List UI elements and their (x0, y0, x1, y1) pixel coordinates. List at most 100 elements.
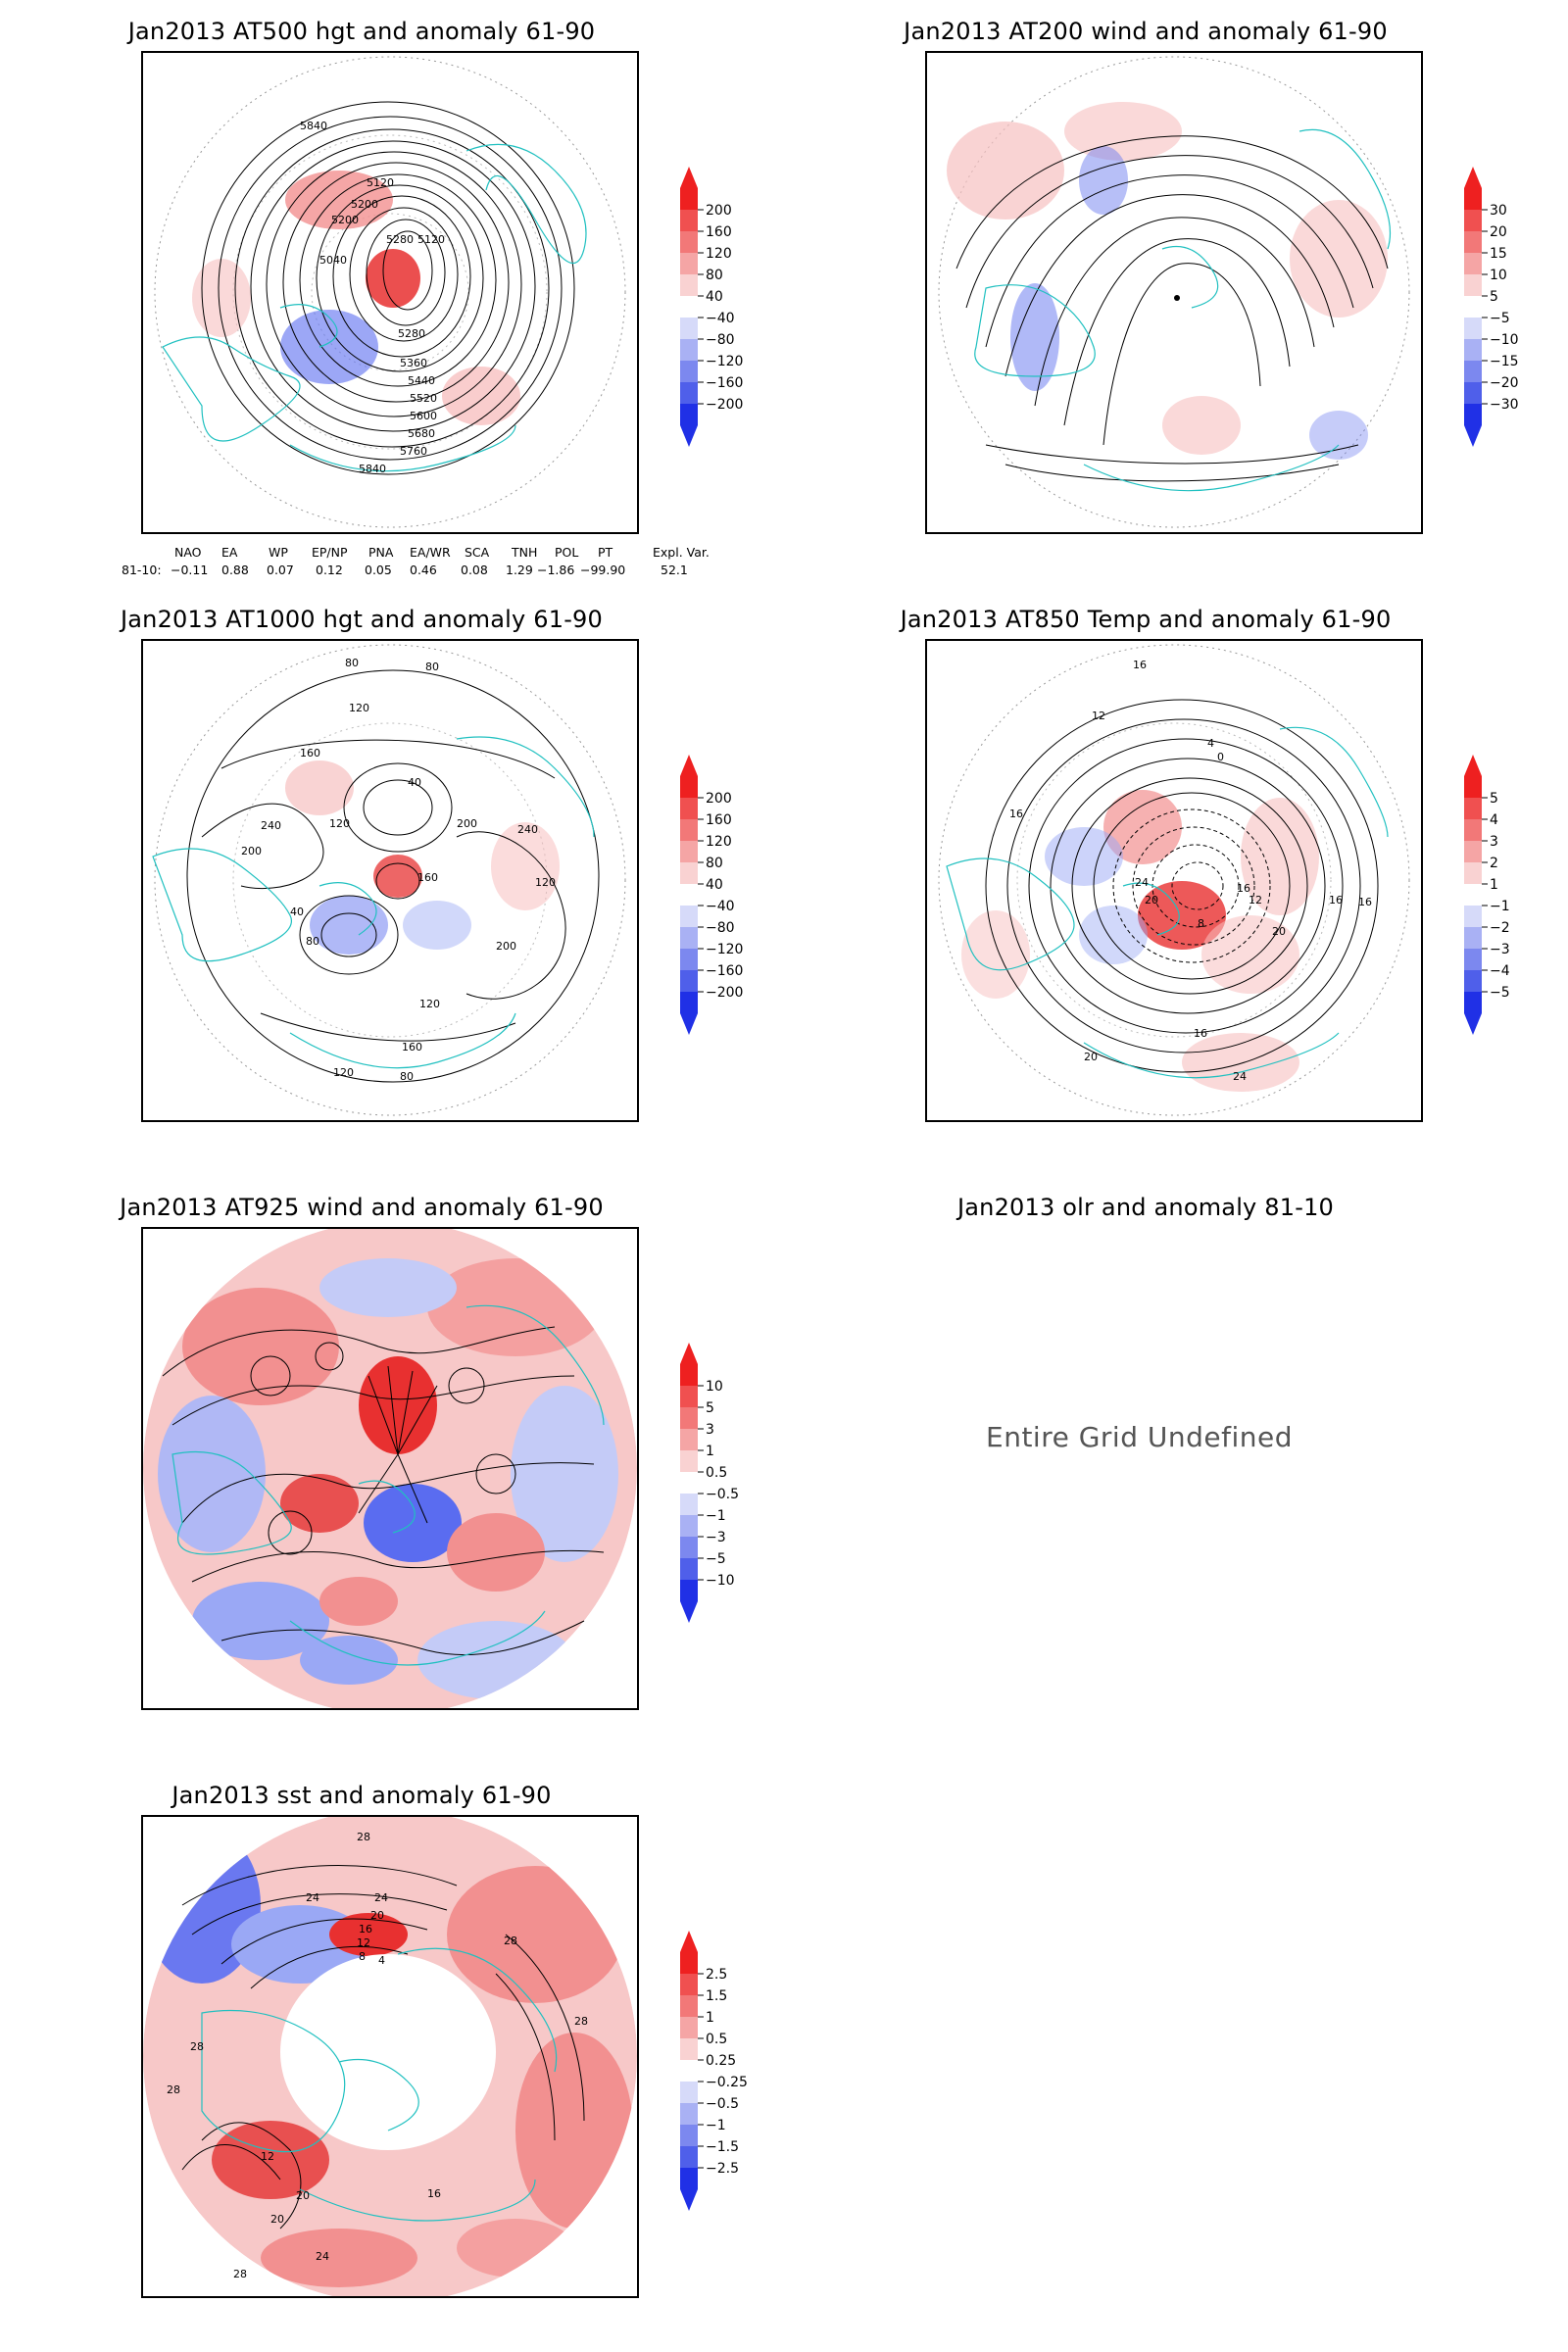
colorbar-at925: 10 5 3 1 0.5 −0.5 −1 −3 −5 −10 (680, 1343, 768, 1627)
colorbar-label: −3 (1490, 942, 1510, 957)
colorbar-arrow-bottom (1464, 425, 1482, 447)
svg-text:20: 20 (370, 1909, 384, 1922)
svg-text:28: 28 (357, 1831, 370, 1843)
colorbar-label: −10 (1490, 332, 1519, 348)
svg-text:0: 0 (1217, 751, 1224, 763)
svg-text:5120: 5120 (417, 233, 445, 246)
svg-text:160: 160 (402, 1041, 422, 1054)
colorbar-segment (680, 339, 698, 361)
colorbar-label: −20 (1490, 375, 1519, 391)
colorbar-segment (680, 949, 698, 970)
svg-text:160: 160 (417, 871, 438, 884)
panel-title-olr: Jan2013 olr and anomaly 81-10 (956, 1194, 1335, 1221)
svg-text:16: 16 (1237, 882, 1250, 895)
colorbar-segment (680, 253, 698, 274)
map-at200 (925, 51, 1423, 534)
colorbar-segment (680, 1515, 698, 1537)
panel-title-at1000: Jan2013 AT1000 hgt and anomaly 61-90 (120, 606, 604, 633)
svg-text:28: 28 (190, 2040, 204, 2053)
colorbar-segment (1464, 992, 1482, 1013)
colorbar-segment (680, 318, 698, 339)
svg-text:5200: 5200 (351, 198, 378, 211)
panel-title-at925: Jan2013 AT925 wind and anomaly 61-90 (120, 1194, 604, 1221)
svg-text:80: 80 (306, 935, 319, 948)
svg-text:120: 120 (333, 1066, 354, 1079)
svg-text:8: 8 (1198, 917, 1204, 930)
map-at1000: 80 80 120 160 40 240 200 120 200 240 40 … (141, 639, 639, 1122)
colorbar-segment (1464, 274, 1482, 296)
colorbar-sst: 2.5 1.5 1 0.5 0.25 −0.25 −0.5 −1 −1.5 −2.5 (680, 1931, 768, 2215)
colorbar-segment (680, 862, 698, 884)
colorbar-segment (1464, 927, 1482, 949)
colorbar-segment (680, 776, 698, 798)
svg-text:28: 28 (233, 2268, 247, 2280)
colorbar-label: −0.5 (706, 2096, 739, 2112)
panel-title-sst: Jan2013 sst and anomaly 61-90 (172, 1782, 552, 1809)
colorbar-segment (680, 231, 698, 253)
colorbar-segment (680, 296, 698, 318)
colorbar-segment (1464, 318, 1482, 339)
svg-text:5280: 5280 (398, 327, 425, 340)
colorbar-label: −0.25 (706, 2075, 748, 2090)
svg-text:20: 20 (270, 2213, 284, 2226)
colorbar-label: 1 (1490, 877, 1498, 893)
colorbar-segment (680, 382, 698, 404)
colorbar-segment (680, 1558, 698, 1580)
colorbar-segment (1464, 862, 1482, 884)
svg-text:200: 200 (241, 845, 262, 858)
colorbar-segment (680, 1995, 698, 2017)
colorbar-label: −200 (706, 985, 743, 1001)
colorbar-arrow-bottom (680, 425, 698, 447)
svg-text:24: 24 (1135, 876, 1149, 889)
colorbar-segment (1464, 253, 1482, 274)
svg-text:80: 80 (345, 657, 359, 669)
svg-text:5200: 5200 (331, 214, 359, 226)
colorbar-label: 2.5 (706, 1967, 727, 1983)
svg-text:5040: 5040 (319, 254, 347, 267)
svg-text:28: 28 (574, 2015, 588, 2028)
map-at925 (141, 1227, 639, 1710)
colorbar-segment (1464, 231, 1482, 253)
svg-text:20: 20 (1145, 894, 1158, 906)
svg-text:20: 20 (296, 2189, 310, 2202)
svg-text:120: 120 (535, 876, 556, 889)
colorbar-label: −30 (1490, 397, 1519, 413)
colorbar-segment (680, 1472, 698, 1494)
colorbar-segment (680, 2017, 698, 2038)
svg-text:5440: 5440 (408, 374, 435, 387)
colorbar-segment (680, 2125, 698, 2146)
svg-text:80: 80 (400, 1070, 414, 1083)
svg-text:5520: 5520 (410, 392, 437, 405)
anomaly-positive (442, 367, 520, 425)
colorbar-label: −2.5 (706, 2161, 739, 2177)
colorbar-label: 80 (706, 268, 723, 283)
colorbar-label: 0.25 (706, 2053, 736, 2069)
svg-text:5280: 5280 (386, 233, 414, 246)
colorbar-label: 80 (706, 856, 723, 871)
colorbar-arrow-top (680, 1931, 698, 1952)
colorbar-segment (680, 2082, 698, 2103)
colorbar-label: −160 (706, 375, 743, 391)
colorbar-label: −120 (706, 942, 743, 957)
colorbar-segment (1464, 819, 1482, 841)
polar-map-at925 (143, 1229, 637, 1708)
svg-text:200: 200 (457, 817, 477, 830)
colorbar-segment (680, 841, 698, 862)
colorbar-label: 20 (1490, 224, 1507, 240)
colorbar-label: 2 (1490, 856, 1498, 871)
undefined-grid-message: Entire Grid Undefined (986, 1421, 1294, 1453)
colorbar-label: −4 (1490, 963, 1510, 979)
colorbar-segment (1464, 210, 1482, 231)
colorbar-label: 120 (706, 246, 732, 262)
colorbar-label: 3 (706, 1422, 714, 1438)
colorbar-segment (680, 1537, 698, 1558)
colorbar-label: 10 (1490, 268, 1507, 283)
colorbar-segment (680, 819, 698, 841)
colorbar-segment (1464, 361, 1482, 382)
map-at850: 16 12 4 0 16 24 20 16 8 16 12 16 20 16 2… (925, 639, 1423, 1122)
svg-text:16: 16 (1358, 896, 1372, 908)
colorbar-segment (1464, 776, 1482, 798)
panel-title-at500: Jan2013 AT500 hgt and anomaly 61-90 (127, 18, 596, 45)
colorbar-label: −80 (706, 332, 735, 348)
colorbar-segment (1464, 906, 1482, 927)
